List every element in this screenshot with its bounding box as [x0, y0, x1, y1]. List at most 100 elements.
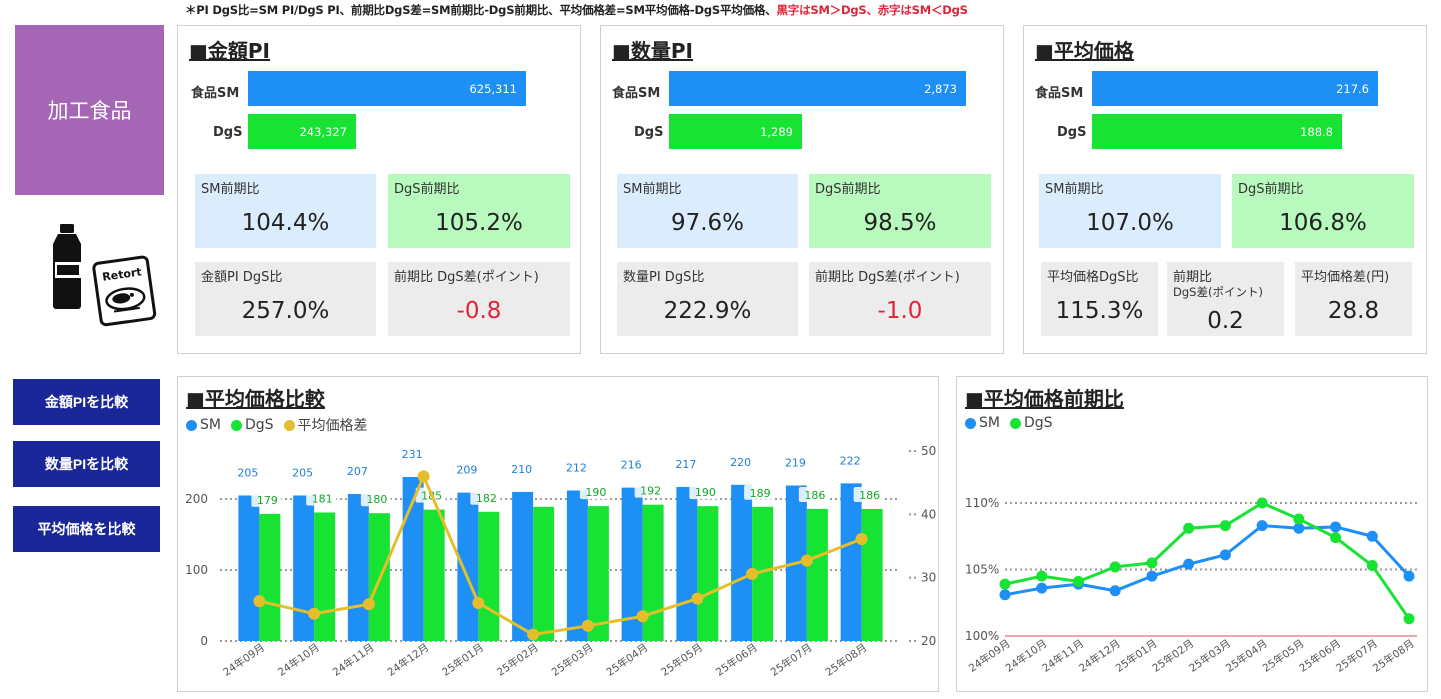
yoy-dgs-diff-card: 前期比 DgS差(ポイント) -1.0 — [809, 262, 991, 336]
dgs-bar — [423, 509, 445, 641]
dgs-point — [1036, 570, 1048, 582]
x-tick-label: 25年08月 — [823, 641, 870, 679]
dgs-label-bg — [634, 482, 665, 498]
dgs-label-bg — [744, 484, 775, 500]
legend-item-price-diff[interactable]: 平均価格差 — [283, 415, 368, 435]
dgs-data-label: 180 — [366, 493, 387, 506]
legend-label: DgS — [244, 417, 274, 433]
sm-bar — [621, 487, 643, 641]
price-diff-line — [259, 472, 863, 637]
sm-point — [1330, 521, 1342, 533]
dgs-yoy-label: DgS前期比 — [1238, 182, 1304, 197]
yoy-dgs-diff-label: 前期比 DgS差(ポイント) — [815, 270, 960, 285]
dgs-point — [1219, 520, 1231, 532]
dgs-bar — [533, 506, 555, 641]
avg-price-comparison-panel: ■平均価格比較 SM DgS 平均価格差 0 100 200 20 30 40 50 205 1… — [177, 376, 939, 692]
dgs-label-bg — [853, 486, 884, 502]
dgs-bar — [861, 508, 883, 641]
compare-quantity-pi-button[interactable]: 数量PIを比較 — [13, 441, 160, 487]
legend-item-dgs[interactable]: DgS — [1009, 415, 1053, 431]
dgs-point — [999, 578, 1011, 590]
price-diff-point — [417, 470, 430, 483]
legend-item-sm[interactable]: SM — [965, 415, 1000, 431]
sm-point — [999, 589, 1011, 601]
dgs-data-label: 186 — [804, 489, 825, 502]
avg-price-dgs-ratio-value: 115.3% — [1055, 298, 1144, 324]
dgs-yoy-value: 105.2% — [435, 210, 523, 236]
panel-title: ■数量PI — [612, 39, 693, 63]
pi-dgs-ratio-label: 数量PI DgS比 — [623, 270, 705, 285]
price-diff-point — [527, 628, 540, 641]
price-diff-point — [362, 598, 375, 611]
dgs-bar: 243,327 — [248, 114, 356, 149]
dgs-yoy-label: DgS前期比 — [815, 182, 881, 197]
legend-label: 平均価格差 — [297, 418, 368, 434]
legend-item-sm[interactable]: SM — [186, 415, 221, 435]
sm-point — [1256, 520, 1268, 532]
pi-dgs-ratio-label: 金額PI DgS比 — [201, 270, 283, 285]
x-tick-label: 25年02月 — [494, 641, 541, 679]
dgs-data-label: 190 — [585, 486, 606, 499]
y-tick-label: 105% — [965, 563, 999, 577]
sm-data-label: 216 — [621, 459, 642, 472]
sm-point — [1036, 582, 1048, 594]
sm-point — [1146, 570, 1158, 582]
dgs-label-bg — [360, 491, 391, 507]
dgs-bar-label: DgS — [213, 125, 243, 140]
yoy-dgs-diff-value: 0.2 — [1207, 308, 1244, 334]
compare-amount-pi-button[interactable]: 金額PIを比較 — [13, 379, 160, 425]
avg-price-yoy-panel: ■平均価格前期比 SM DgS 100% 105% 110% 24年09月 24年10月… — [956, 376, 1428, 692]
sm-data-label: 231 — [402, 448, 423, 461]
yoy-dgs-diff-value: -0.8 — [456, 298, 502, 324]
x-tick-label: 24年11月 — [330, 641, 377, 679]
category-tile: 加工食品 — [15, 25, 164, 195]
sm-bar-label: 食品SM — [612, 86, 661, 101]
dgs-data-label: 181 — [312, 492, 333, 505]
sm-point — [1403, 570, 1415, 582]
x-tick-label: 25年03月 — [549, 641, 596, 679]
yoy-dgs-diff-label: 前期比 DgS差(ポイント) — [394, 270, 539, 285]
dgs-bar — [642, 504, 664, 641]
x-tick-label: 25年01月 — [440, 641, 487, 679]
legend-dot — [1009, 417, 1021, 429]
dgs-bar — [752, 506, 774, 641]
y-right-tick-label: 50 — [921, 444, 936, 458]
dgs-point — [1146, 557, 1158, 569]
dgs-label-bg — [689, 484, 720, 500]
x-tick-label: 25年08月 — [1370, 637, 1417, 675]
dgs-bar-value: 243,327 — [299, 124, 347, 139]
chart-legend: SM DgS 平均価格差 — [186, 415, 368, 435]
dgs-yoy-label: DgS前期比 — [394, 182, 460, 197]
formula-note-red: 黒字はSM＞DgS、赤字はSM＜DgS — [776, 3, 968, 17]
dgs-point — [1330, 532, 1342, 544]
legend-item-dgs[interactable]: DgS — [230, 415, 274, 435]
price-diff-point — [746, 567, 759, 580]
y-tick-label: 100% — [965, 629, 999, 643]
y-right-tick-label: 40 — [921, 507, 936, 521]
sm-data-label: 205 — [292, 466, 313, 479]
compare-average-price-button[interactable]: 平均価格を比較 — [13, 506, 160, 552]
dgs-data-label: 186 — [859, 489, 880, 502]
dgs-bar — [259, 513, 281, 641]
sm-data-label: 207 — [347, 465, 368, 478]
dgs-label-bg — [798, 486, 829, 502]
dgs-bar — [314, 512, 336, 641]
dgs-line — [1004, 501, 1411, 620]
dgs-bar: 188.8 — [1092, 114, 1342, 149]
sm-bar-label: 食品SM — [191, 86, 240, 101]
panel-title: ■平均価格 — [1035, 39, 1134, 63]
price-diff-point — [253, 595, 266, 608]
formula-note: ＊PI DgS比=SM PI/DgS PI、前期比DgS差=SM前期比-DgS前… — [185, 2, 968, 18]
legend-label: SM — [979, 415, 1000, 431]
dgs-bar-label: DgS — [1057, 125, 1087, 140]
price-diff-point — [636, 610, 649, 623]
formula-note-main: ＊PI DgS比=SM PI/DgS PI、前期比DgS差=SM前期比-DgS前… — [185, 3, 777, 17]
sm-data-label: 212 — [566, 461, 587, 474]
sm-yoy-label: SM前期比 — [623, 182, 682, 197]
dgs-point — [1366, 560, 1378, 572]
dgs-yoy-card: DgS前期比 98.5% — [809, 174, 991, 248]
y-left-tick-label: 0 — [200, 634, 208, 648]
sm-data-label: 209 — [456, 464, 477, 477]
sm-data-label: 222 — [840, 454, 861, 467]
pi-dgs-ratio-card: 数量PI DgS比 222.9% — [617, 262, 798, 336]
